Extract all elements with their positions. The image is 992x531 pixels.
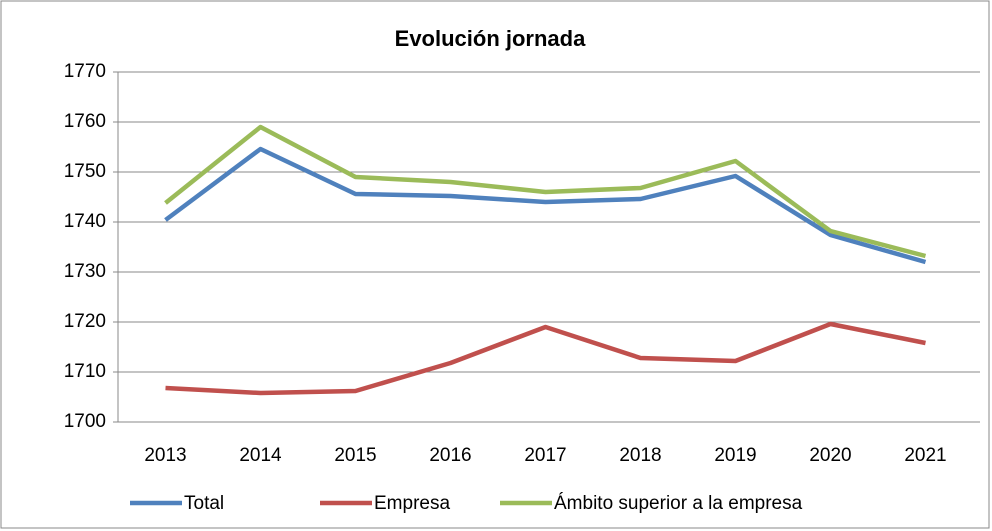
y-tick-label: 1730 bbox=[64, 261, 106, 282]
x-tick-label: 2014 bbox=[239, 445, 282, 466]
x-tick-label: 2019 bbox=[714, 445, 756, 466]
x-tick-label: 2017 bbox=[524, 445, 566, 466]
y-tick-label: 1710 bbox=[64, 361, 106, 382]
legend-label: Ámbito superior a la empresa bbox=[554, 493, 803, 514]
y-tick-label: 1740 bbox=[64, 211, 106, 232]
x-tick-label: 2020 bbox=[809, 445, 851, 466]
series-line bbox=[164, 146, 927, 265]
x-tick-label: 2018 bbox=[619, 445, 661, 466]
x-tick-label: 2015 bbox=[334, 445, 376, 466]
y-tick-label: 1770 bbox=[64, 61, 106, 82]
x-tick-label: 2013 bbox=[144, 445, 186, 466]
y-tick-label: 1720 bbox=[64, 311, 106, 332]
x-tick-label: 2021 bbox=[904, 445, 946, 466]
chart-title: Evolución jornada bbox=[395, 26, 586, 51]
legend-label: Total bbox=[184, 493, 224, 514]
x-tick-label: 2016 bbox=[429, 445, 471, 466]
series-line bbox=[164, 124, 927, 259]
legend-label: Empresa bbox=[374, 493, 450, 514]
series-line bbox=[165, 321, 926, 396]
y-tick-label: 1700 bbox=[64, 411, 106, 432]
y-tick-label: 1750 bbox=[64, 161, 106, 182]
y-tick-label: 1760 bbox=[64, 111, 106, 132]
